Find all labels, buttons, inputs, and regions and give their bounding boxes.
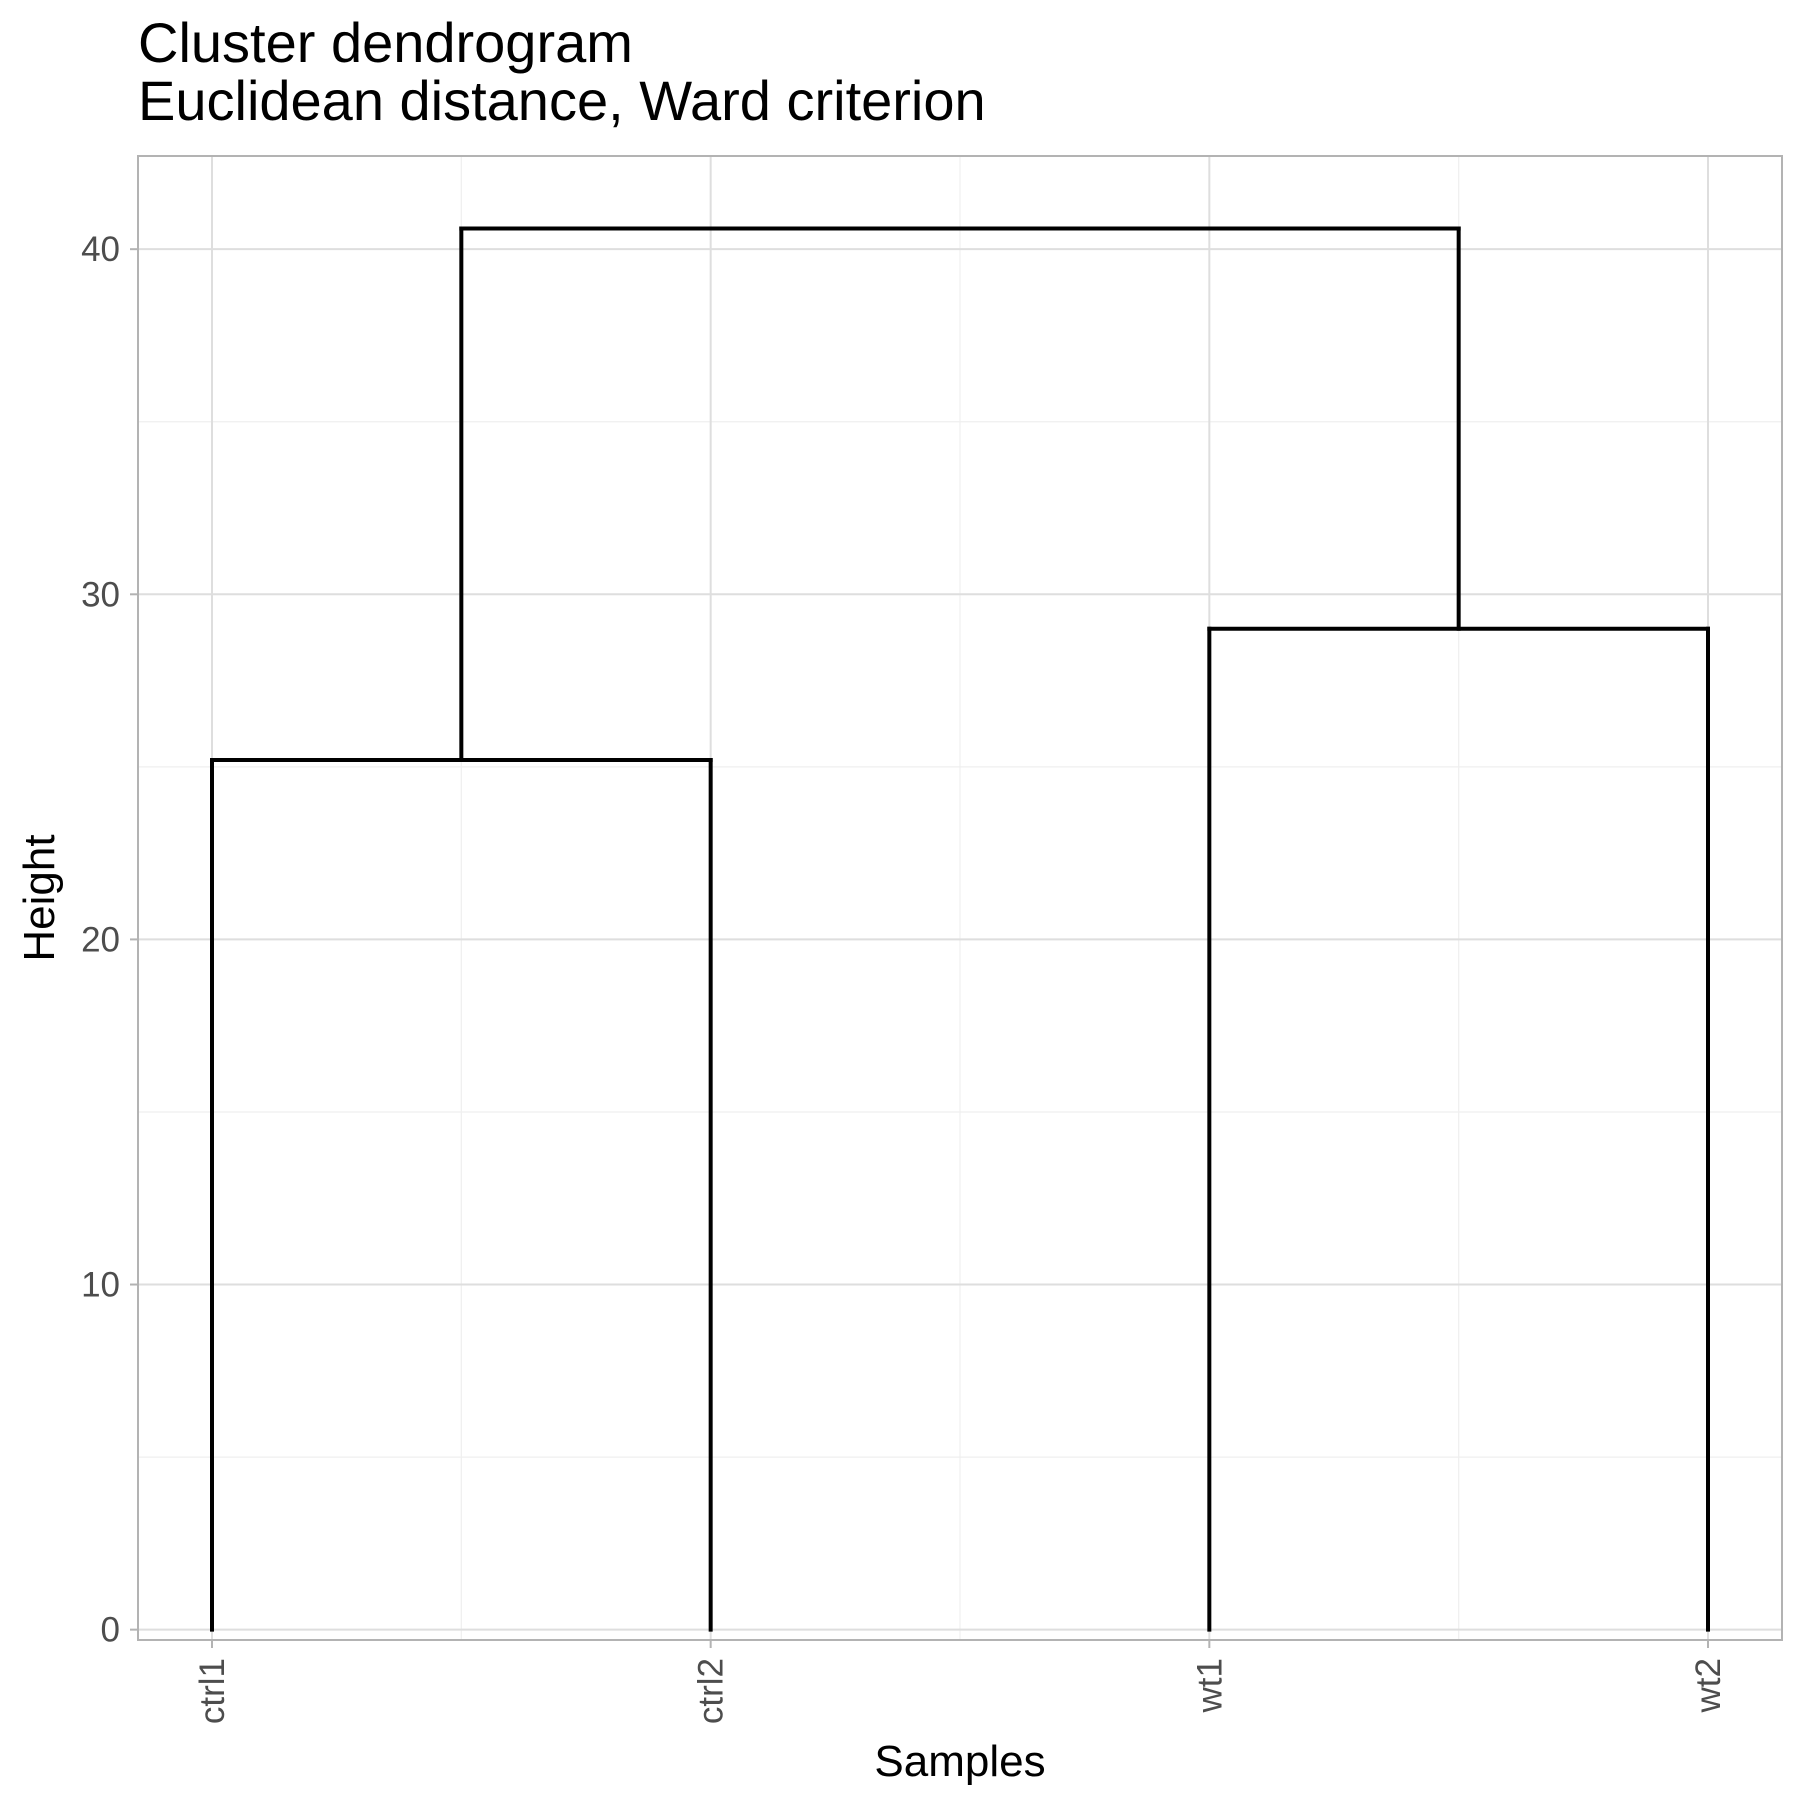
x-tick-label-wt1: wt1 bbox=[1190, 1658, 1229, 1713]
y-axis: 0 10 20 30 40 bbox=[81, 230, 138, 1650]
y-tick-label: 30 bbox=[81, 575, 120, 614]
y-tick-label: 0 bbox=[101, 1611, 120, 1650]
y-tick-label: 10 bbox=[81, 1266, 120, 1305]
x-axis-title: Samples bbox=[874, 1737, 1045, 1786]
panel-border bbox=[137, 155, 1783, 1641]
y-tick-label: 40 bbox=[81, 230, 120, 269]
x-axis: ctrl1 ctrl2 wt1 wt2 bbox=[193, 1640, 1728, 1724]
chart-subtitle: Euclidean distance, Ward criterion bbox=[138, 69, 986, 132]
y-tick-label: 20 bbox=[81, 920, 120, 959]
x-tick-label-wt2: wt2 bbox=[1689, 1658, 1728, 1713]
dendrogram-branches bbox=[210, 226, 1710, 1632]
chart-title: Cluster dendrogram bbox=[138, 11, 633, 74]
x-tick-label-ctrl2: ctrl2 bbox=[692, 1658, 731, 1724]
y-axis-title: Height bbox=[15, 834, 64, 961]
x-tick-label-ctrl1: ctrl1 bbox=[193, 1658, 232, 1724]
